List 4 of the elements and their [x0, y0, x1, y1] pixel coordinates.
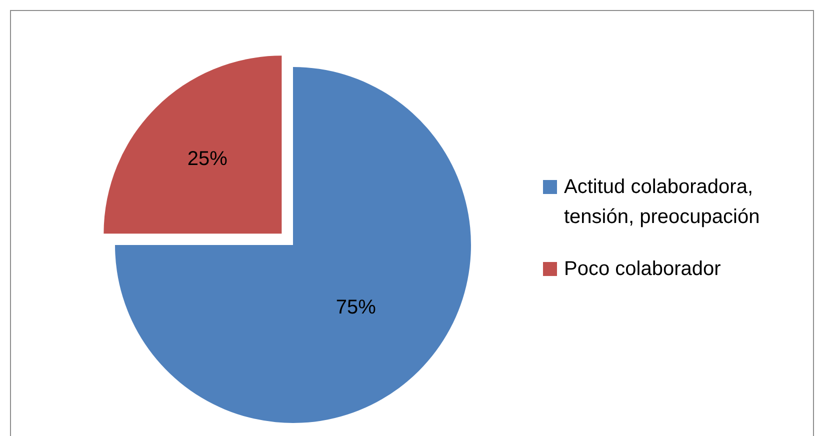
legend-label: Poco colaborador: [564, 257, 722, 282]
data-label: 75%: [336, 296, 376, 318]
legend-label: Actitud colaboradora, tensión, preocupación: [564, 175, 761, 230]
data-label: 25%: [187, 148, 228, 170]
